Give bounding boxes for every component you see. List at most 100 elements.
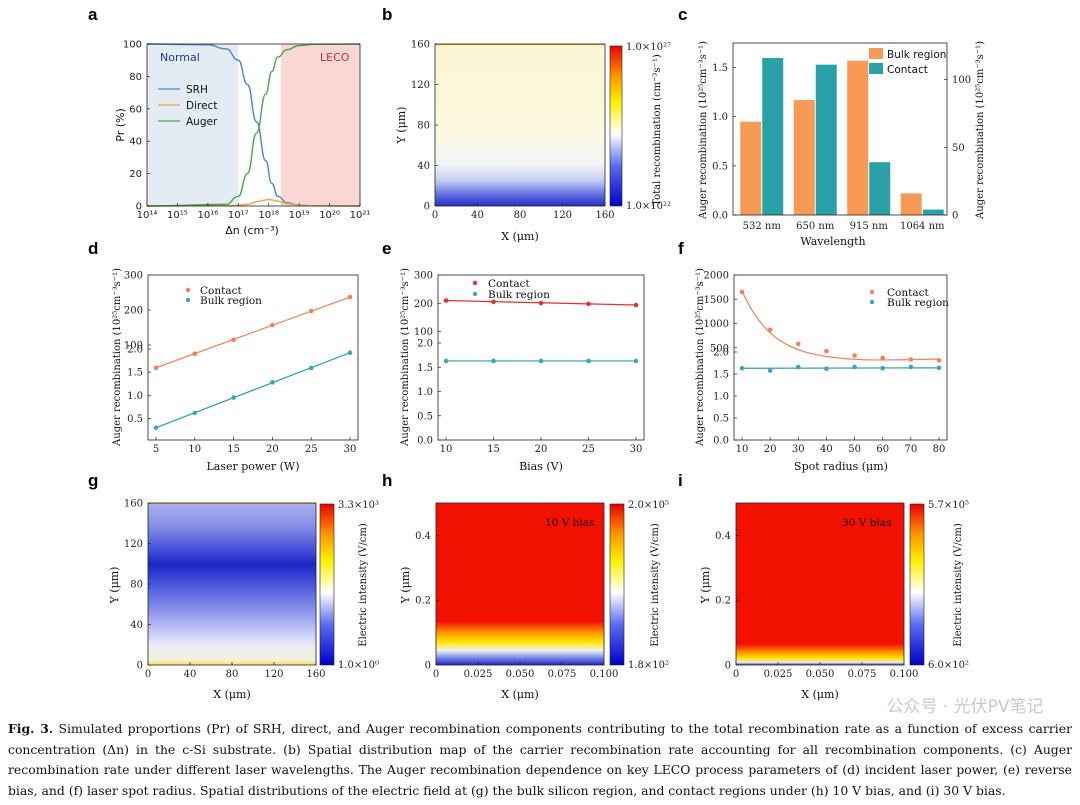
panel-b-ylabel: Y (μm) — [395, 107, 408, 145]
legend-contact-swatch — [869, 63, 883, 74]
f-xtick-label-1: 20 — [764, 444, 777, 455]
panel-i-heatmap — [736, 503, 904, 665]
panel-i-xlabel: X (μm) — [801, 688, 839, 701]
bar-contact-2 — [869, 162, 891, 215]
b-xtick-label-2: 80 — [514, 210, 527, 221]
h-xtick-label-4: 0.100 — [590, 669, 619, 680]
c-right-ytick-label-1: 50 — [952, 143, 965, 154]
f-contact-point-7 — [936, 358, 942, 363]
e-xtick-label-4: 30 — [630, 444, 643, 455]
e-ytick-label-0: 0.0 — [417, 436, 433, 447]
f-ytick-label-1: 0.5 — [713, 414, 729, 425]
d-ytick-label-1: 1.0 — [127, 391, 143, 402]
a-xtick-label-3: 10¹⁷ — [228, 210, 249, 221]
legend-e-contact: Contact — [488, 278, 530, 290]
panel-d-ylabel: Auger recombination (10²⁵cm⁻³s⁻¹) — [112, 268, 123, 447]
panel-a-yticks: 0 20 40 60 80 100 — [123, 40, 150, 213]
panel-c-legend: Bulk region Contact — [869, 48, 946, 76]
d-contact-point-3 — [270, 322, 275, 328]
bar-contact-1 — [815, 64, 837, 216]
a-xtick-label-0: 10¹⁴ — [137, 210, 158, 221]
panel-h: 10 V bias 2.0×10⁵ 1.8×10² Electric inten… — [399, 500, 669, 701]
panel-b-colorbar — [609, 45, 623, 207]
panel-d-xticks: 5 10 15 20 25 30 — [153, 437, 357, 455]
panel-c-ylabel-right: Auger recombination (10²⁵cm⁻³s⁻¹) — [975, 41, 986, 220]
b-xtick-label-1: 40 — [471, 210, 484, 221]
f-contact-point-1 — [767, 327, 773, 333]
g-xtick-label-1: 40 — [184, 669, 197, 680]
f-ytick-label-7: 1500 — [704, 295, 729, 306]
d-bulk-point-1 — [192, 410, 198, 416]
e-ytick-label-7: 300 — [414, 271, 433, 282]
figure-canvas: a Normal LECO 10¹⁴ 10¹⁵ 10¹⁶ 10¹⁷ 10¹⁸ 10¹⁹ 10… — [88, 5, 1044, 715]
i-xtick-label-2: 0.050 — [806, 669, 835, 680]
g-ytick-label-4: 160 — [124, 499, 143, 510]
panel-g-ylabel: Y (μm) — [108, 567, 121, 605]
f-contact-point-3 — [824, 348, 829, 354]
c-xtick-label-0: 532 nm — [743, 221, 782, 232]
e-ytick-label-1: 0.5 — [417, 411, 433, 422]
bar-bulk-1 — [793, 100, 815, 215]
a-ytick-label-2: 40 — [129, 137, 142, 148]
f-ytick-label-3: 1.5 — [713, 370, 729, 381]
panel-c-frame — [732, 42, 948, 216]
c-right-ytick-label-2: 100 — [952, 75, 971, 86]
f-contact-point-6 — [908, 357, 914, 362]
legend-srh: SRH — [186, 84, 208, 96]
bar-contact-0 — [762, 57, 784, 215]
d-xtick-label-5: 30 — [344, 444, 357, 455]
panel-f-frame — [733, 274, 948, 441]
e-ytick-label-5: 100 — [414, 327, 433, 338]
legend-f-bulk-marker — [869, 299, 875, 305]
panel-c-yticks-left: 0.0 0.5 1.0 1.5 — [712, 63, 736, 222]
f-contact-point-2 — [795, 341, 801, 347]
e-ytick-label-2: 1.0 — [417, 387, 433, 398]
d-contact-point-4 — [308, 308, 314, 314]
legend-auger: Auger — [186, 116, 218, 128]
f-ytick-label-6: 1000 — [704, 319, 729, 330]
g-ytick-label-0: 0 — [137, 661, 143, 672]
panel-f-xlabel: Spot radius (μm) — [794, 460, 888, 473]
panel-a-ylabel: Pr (%) — [114, 108, 127, 142]
e-xtick-label-1: 15 — [487, 444, 500, 455]
panel-i-xticks: 0 0.025 0.050 0.075 0.100 — [733, 662, 918, 680]
f-xtick-label-2: 30 — [792, 444, 805, 455]
legend-f-bulk: Bulk region — [887, 297, 949, 309]
g-xtick-label-0: 0 — [145, 669, 151, 680]
h-ytick-label-2: 0.4 — [415, 531, 431, 542]
panel-g-cbar-max: 3.3×10³ — [338, 500, 379, 511]
a-xtick-label-2: 10¹⁶ — [197, 210, 218, 221]
series-line-direct — [146, 198, 361, 207]
b-ytick-label-2: 80 — [417, 121, 430, 132]
a-ytick-label-4: 80 — [129, 72, 142, 83]
f-contact-fit — [741, 290, 940, 361]
g-ytick-label-2: 80 — [130, 580, 143, 591]
panel-label-d: d — [88, 239, 98, 258]
c-left-ytick-label-1: 0.5 — [712, 161, 728, 172]
caption-text: Simulated proportions (Pr) of SRH, direc… — [8, 721, 1072, 798]
f-contact-point-4 — [852, 353, 857, 358]
legend-e-bulk-marker — [472, 291, 478, 297]
panel-e-plot — [443, 298, 639, 364]
legend-f-contact-marker — [869, 289, 875, 295]
panel-g: 3.3×10³ 1.0×10⁰ Electric intensity (V/cm… — [108, 499, 379, 702]
i-xtick-label-1: 0.025 — [764, 669, 793, 680]
d-contact-fit — [155, 296, 351, 369]
panel-e-xlabel: Bias (V) — [519, 460, 563, 473]
panel-h-cbar-min: 1.8×10² — [628, 660, 669, 671]
e-contact-point-2 — [538, 300, 544, 306]
panel-h-cbar-label: Electric intensity (V/cm) — [650, 523, 661, 647]
g-xtick-label-3: 120 — [264, 669, 283, 680]
d-ytick-label-4: 100 — [124, 341, 143, 352]
panel-h-heatmap — [436, 503, 604, 665]
series-line-auger — [146, 43, 361, 207]
d-ytick-label-3: 2.0 — [127, 345, 143, 356]
h-xtick-label-3: 0.075 — [548, 669, 577, 680]
legend-direct: Direct — [186, 100, 217, 112]
g-xtick-label-2: 80 — [226, 669, 239, 680]
legend-e-contact-marker — [472, 280, 478, 286]
panel-label-f: f — [678, 239, 684, 258]
